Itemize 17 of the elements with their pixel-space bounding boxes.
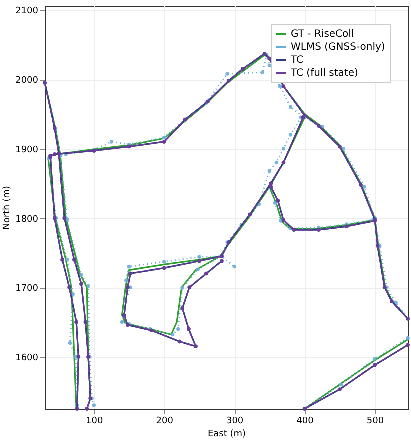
legend-label: WLMS (GNSS-only) [291,42,386,53]
legend-label: GT - RiseColl [291,29,354,40]
y-tick-label: 1900 [16,145,39,156]
y-tick-label: 1800 [16,214,39,225]
x-tick-label: 200 [156,416,174,426]
x-tick-label: 300 [226,416,244,426]
y-tick-label: 2100 [16,6,39,17]
y-axis-title: North (m) [2,186,13,230]
x-tick-label: 500 [366,416,384,426]
legend-label: TC (full state) [290,68,359,79]
x-axis-title: East (m) [208,430,246,440]
y-tick-label: 1600 [16,353,39,364]
x-tick-label: 400 [296,416,314,426]
x-tick-label: 100 [86,416,104,426]
y-tick-label: 2000 [16,76,39,86]
legend-label: TC [290,55,304,66]
y-tick-label: 1700 [16,284,39,294]
